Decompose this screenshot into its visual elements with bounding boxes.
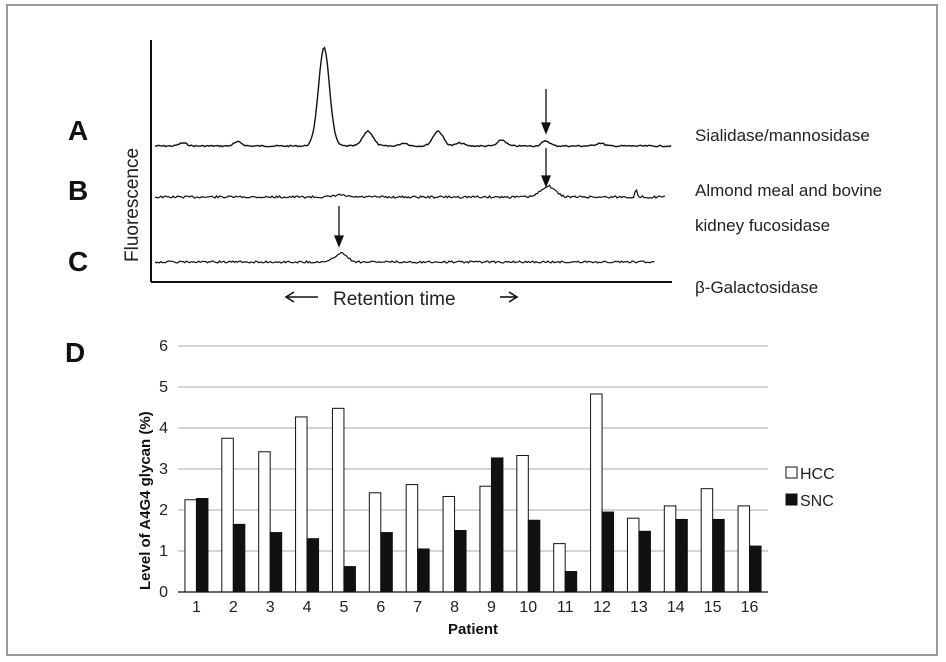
bar-snc-8	[454, 530, 467, 593]
bar-hcc-9	[479, 485, 492, 593]
bar-hcc-5	[331, 407, 345, 593]
legend-label-hcc: HCC	[800, 466, 835, 483]
bar-hcc-8	[442, 495, 456, 593]
trace-c	[154, 251, 655, 264]
bar-snc-4	[306, 538, 320, 593]
bar-hcc-14	[663, 505, 677, 593]
trace-b	[154, 184, 666, 199]
trace-a	[154, 46, 672, 148]
x-tick-label: 6	[376, 599, 385, 616]
arrow-b-head	[541, 175, 551, 188]
x-tick-label: 13	[630, 599, 648, 616]
y-tick-label: 3	[159, 461, 168, 478]
x-tick-label: 10	[519, 599, 537, 616]
bar-snc-1	[195, 498, 209, 593]
bar-snc-15	[712, 518, 725, 593]
y-tick-label: 5	[159, 379, 168, 396]
x-tick-label: 3	[266, 599, 275, 616]
figure-frame	[6, 4, 938, 656]
x-tick-label: 12	[593, 599, 611, 616]
bar-hcc-10	[516, 454, 529, 593]
legend-label-snc: SNC	[800, 493, 834, 510]
panel-letter-c: C	[68, 246, 88, 277]
left-arrow-head	[284, 291, 295, 303]
y-tick-label: 4	[159, 420, 168, 437]
y-tick-label: 2	[159, 502, 168, 519]
panel-letter-a: A	[68, 115, 88, 146]
bar-chart-x-ticks: 1 2 3 4 5 6 7 8 9 10 11 12 13 14 15 16	[192, 599, 759, 616]
bar-snc-6	[380, 532, 393, 593]
x-tick-label: 1	[192, 599, 201, 616]
bar-snc-10	[527, 519, 541, 593]
x-tick-label: 15	[704, 599, 722, 616]
trace-b-label-line2: kidney fucosidase	[695, 216, 830, 235]
right-arrow-head	[508, 291, 519, 303]
bar-chart-legend: HCC SNC	[785, 466, 835, 510]
bar-snc-13	[638, 530, 651, 593]
bar-hcc-15	[700, 488, 714, 593]
legend-swatch-hcc	[785, 466, 798, 479]
bar-hcc-6	[368, 492, 382, 593]
arrow-c-head	[334, 235, 344, 248]
panel-letter-d: D	[65, 337, 85, 368]
retention-arrows	[284, 291, 519, 303]
legend-swatch-snc	[785, 493, 798, 506]
bar-hcc-4	[295, 416, 308, 593]
bar-snc-5	[343, 566, 356, 593]
y-tick-label: 1	[159, 543, 168, 560]
trace-c-label: β-Galactosidase	[695, 278, 818, 297]
retention-time-label: Retention time	[333, 289, 456, 310]
bar-chart-y-label: Level of A4G4 glycan (%)	[137, 411, 154, 590]
panel-letter-b: B	[68, 175, 88, 206]
x-tick-label: 16	[741, 599, 759, 616]
x-tick-label: 4	[303, 599, 312, 616]
bar-chart-bars	[184, 393, 762, 593]
arrow-a-head	[541, 122, 551, 135]
bar-hcc-13	[626, 517, 640, 593]
bar-snc-16	[749, 545, 762, 593]
fluorescence-axis-label: Fluorescence	[122, 148, 143, 262]
x-tick-label: 14	[667, 599, 685, 616]
bar-hcc-11	[553, 543, 566, 593]
bar-snc-12	[601, 511, 615, 593]
x-tick-label: 2	[229, 599, 238, 616]
bar-snc-9	[490, 457, 504, 593]
bar-snc-7	[417, 548, 430, 593]
bar-hcc-2	[221, 437, 234, 593]
bar-hcc-7	[405, 484, 419, 593]
trace-a-label: Sialidase/mannosidase	[695, 126, 870, 145]
peak-arrows	[334, 89, 551, 248]
chromatogram-panel: A B C Fluorescence Sialidase/mannosidase…	[68, 40, 882, 310]
bar-snc-3	[269, 532, 283, 593]
bar-chart-y-ticks: 0 1 2 3 4 5 6	[159, 338, 168, 601]
x-tick-label: 11	[557, 599, 574, 616]
trace-b-label-line1: Almond meal and bovine	[695, 181, 882, 200]
bar-hcc-16	[737, 505, 751, 593]
y-tick-label: 6	[159, 338, 168, 355]
bar-snc-2	[232, 523, 246, 593]
y-tick-label: 0	[159, 584, 168, 601]
x-tick-label: 9	[487, 599, 496, 616]
x-tick-label: 7	[413, 599, 422, 616]
bar-snc-14	[675, 518, 688, 593]
bar-hcc-1	[184, 499, 197, 593]
bar-hcc-12	[590, 393, 603, 593]
bar-hcc-3	[258, 451, 271, 593]
x-tick-label: 8	[450, 599, 459, 616]
bar-snc-11	[564, 571, 578, 593]
x-tick-label: 5	[339, 599, 348, 616]
bar-chart-x-label: Patient	[448, 621, 498, 638]
